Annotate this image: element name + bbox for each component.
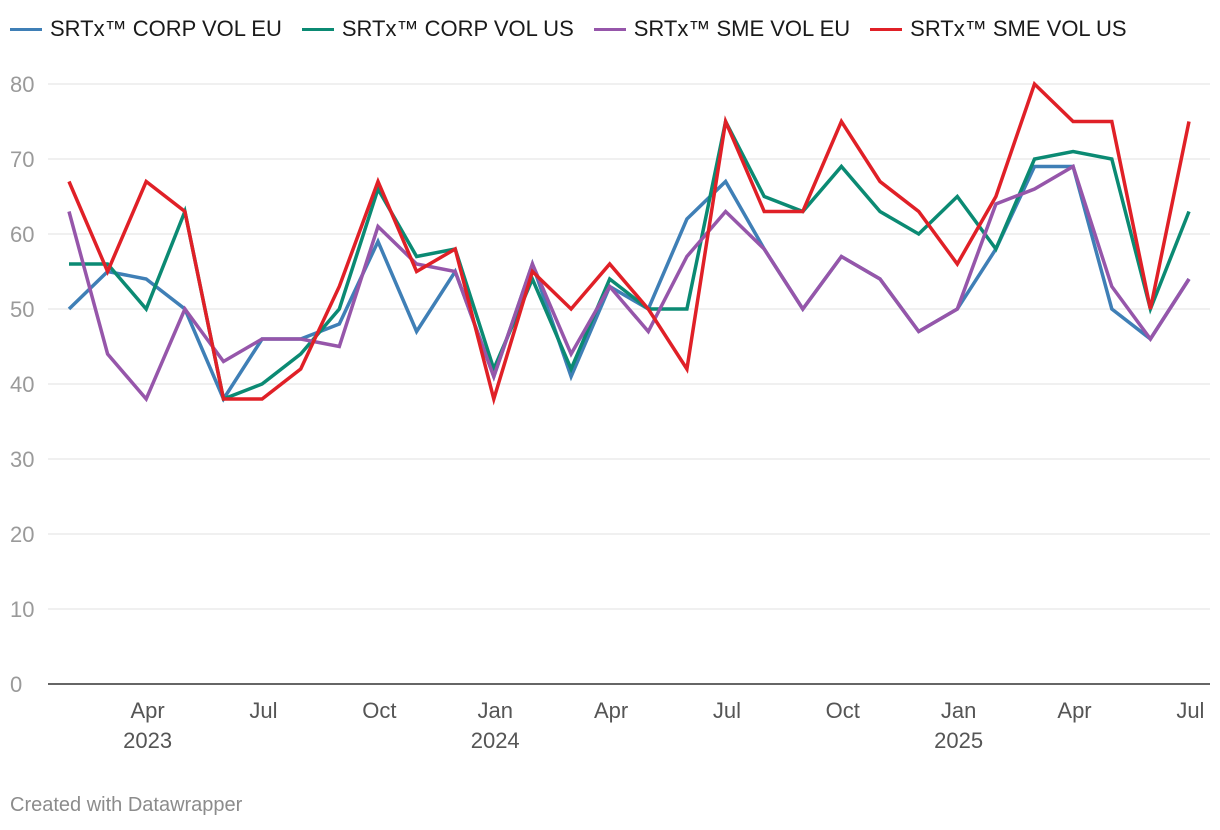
legend-label-sme-vol-eu: SRTx™ SME VOL EU [633, 16, 851, 41]
x-tick-label-jan-22: Jan [941, 698, 976, 723]
y-tick-label-10: 10 [10, 597, 34, 622]
x-tick-year-2023: 2023 [123, 728, 172, 753]
x-tick-label-jan-10: Jan [477, 698, 512, 723]
y-tick-label-80: 80 [10, 72, 34, 97]
y-tick-label-50: 50 [10, 297, 34, 322]
legend-item-corp-vol-us[interactable]: SRTx™ CORP VOL US [301, 16, 574, 42]
legend-label-corp-vol-eu: SRTx™ CORP VOL EU [50, 16, 282, 41]
legend-item-sme-vol-us[interactable]: SRTx™ SME VOL US [870, 16, 1127, 42]
series-line-srtx-sme-vol-eu [67, 163, 1191, 403]
legend-swatch-corp-vol-us [301, 27, 334, 31]
y-tick-label-30: 30 [10, 447, 34, 472]
x-tick-label-apr-25: Apr [1057, 698, 1091, 723]
legend: SRTx™ CORP VOL EU SRTx™ CORP VOL US SRTx… [10, 16, 1127, 42]
series-line-srtx-corp-vol-eu [67, 164, 1191, 403]
footer-credit: Created with Datawrapper [10, 794, 243, 816]
y-tick-label-40: 40 [10, 372, 34, 397]
legend-label-corp-vol-us: SRTx™ CORP VOL US [341, 16, 574, 41]
x-tick-year-2024: 2024 [471, 728, 520, 753]
series-line-srtx-sme-vol-us [67, 80, 1191, 406]
y-tick-label-0: 0 [10, 672, 22, 697]
x-tick-label-jul-4: Jul [249, 698, 277, 723]
x-tick-label-apr-13: Apr [594, 698, 628, 723]
legend-item-corp-vol-eu[interactable]: SRTx™ CORP VOL EU [10, 16, 282, 42]
legend-swatch-sme-vol-eu [593, 27, 626, 31]
x-tick-year-2025: 2025 [934, 728, 983, 753]
x-tick-label-jul-28: Jul [1176, 698, 1204, 723]
legend-swatch-corp-vol-eu [10, 27, 42, 31]
x-tick-label-jul-16: Jul [713, 698, 741, 723]
x-tick-label-oct-7: Oct [362, 698, 396, 723]
x-tick-label-apr-1: Apr [130, 698, 164, 723]
x-tick-label-oct-19: Oct [826, 698, 860, 723]
y-tick-label-70: 70 [10, 147, 34, 172]
legend-label-sme-vol-us: SRTx™ SME VOL US [910, 16, 1127, 41]
series-line-srtx-corp-vol-us [69, 116, 1191, 402]
y-tick-label-20: 20 [10, 522, 34, 547]
legend-item-sme-vol-eu[interactable]: SRTx™ SME VOL EU [593, 16, 851, 42]
legend-swatch-sme-vol-us [870, 27, 903, 31]
y-tick-label-60: 60 [10, 222, 34, 247]
